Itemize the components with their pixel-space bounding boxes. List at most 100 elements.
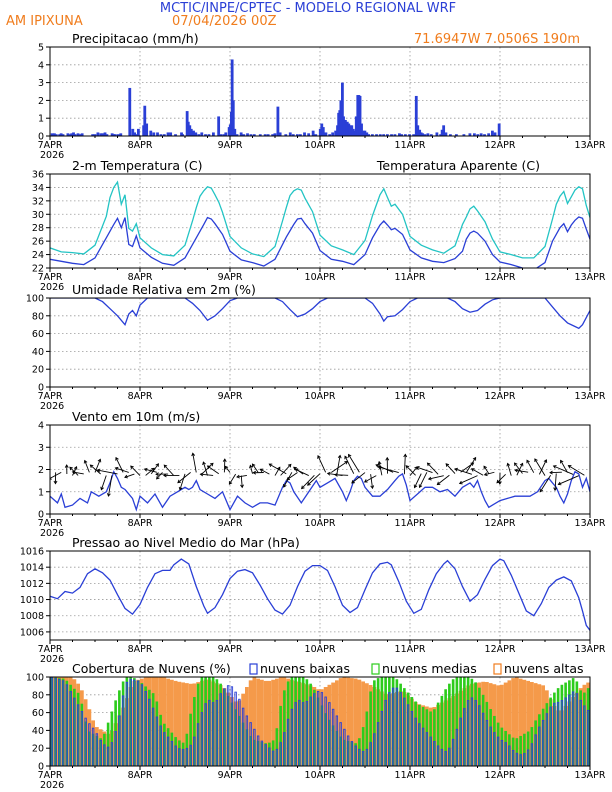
temp-xtick-label: 7APR bbox=[38, 272, 63, 283]
slp-xtick-year: 2026 bbox=[40, 654, 64, 665]
precip-bar bbox=[116, 134, 120, 136]
wind-arrow-shaft bbox=[344, 456, 355, 474]
temp-plot-area bbox=[50, 180, 590, 268]
wind-arrow-shaft bbox=[409, 466, 418, 476]
cloud-low-bar bbox=[219, 693, 222, 766]
cloud-mid-bar bbox=[320, 705, 324, 766]
cloud-low-bar bbox=[260, 740, 264, 766]
cloud-mid-bar bbox=[290, 677, 294, 766]
cloud-legend-label: nuvens medias bbox=[382, 661, 477, 676]
cloud-high-bar bbox=[338, 678, 343, 766]
wind-arrow-head bbox=[427, 476, 432, 481]
slp-xtick-label: 8APR bbox=[128, 644, 153, 655]
temp-xtick-label: 11APR bbox=[395, 272, 426, 283]
wind-arrow-shaft bbox=[124, 473, 135, 478]
precip-xtick-year: 2026 bbox=[40, 150, 64, 161]
precip-bar bbox=[303, 132, 306, 136]
temp-xtick-label: 10APR bbox=[305, 272, 336, 283]
precip-ytick-label: 3 bbox=[38, 78, 44, 89]
wind-arrow-head bbox=[249, 464, 253, 469]
wind-arrow-shaft bbox=[539, 474, 552, 492]
rh-xtick-year: 2026 bbox=[40, 401, 64, 412]
precip-ytick-label: 1 bbox=[38, 114, 44, 125]
clouds-xtick-label: 12APR bbox=[485, 770, 516, 781]
panel-temp: 22 24 26 28 30 32 34 36 7APR 8APR 9APR 10APR 11APR 12… bbox=[32, 158, 606, 293]
wind-arrow-head bbox=[597, 462, 600, 465]
cloud-high-bar bbox=[271, 679, 275, 766]
wind-arrow-head bbox=[163, 464, 168, 469]
cloud-mid-bar bbox=[530, 727, 534, 766]
precip-bar bbox=[311, 130, 315, 136]
cloud-mid-bar bbox=[575, 681, 579, 766]
precip-ytick-label: 5 bbox=[38, 43, 44, 54]
wind-arrow-shaft bbox=[274, 467, 281, 476]
cloud-mid-bar bbox=[204, 677, 207, 766]
precip-bar bbox=[314, 134, 318, 136]
cloud-low-bar bbox=[76, 704, 80, 766]
cloud-low-bar bbox=[399, 692, 402, 766]
precip-bar bbox=[354, 116, 358, 136]
cloud-mid-bar bbox=[110, 711, 114, 766]
wind-arrow-head bbox=[209, 462, 214, 467]
wind-arrow-head bbox=[199, 472, 204, 477]
wind-arrow-head bbox=[106, 493, 111, 497]
precip-bar bbox=[361, 130, 365, 136]
wind-xtick-label: 9APR bbox=[218, 518, 243, 529]
cloud-mid-bar bbox=[564, 682, 567, 766]
cloud-high-bar bbox=[170, 679, 174, 766]
cloud-high-bar bbox=[503, 682, 508, 766]
wind-arrow-head bbox=[100, 486, 104, 491]
precip-bar bbox=[347, 123, 351, 136]
precip-bar bbox=[246, 133, 249, 136]
wind-arrow-head bbox=[276, 466, 281, 471]
cloud-mid-bar bbox=[436, 702, 440, 766]
wind-arrow-shaft bbox=[260, 468, 270, 475]
wind-arrow-shaft bbox=[100, 475, 107, 490]
wind-arrow-shaft bbox=[403, 454, 406, 475]
precip-bar bbox=[77, 134, 81, 136]
precip-bar bbox=[93, 134, 97, 136]
precip-bar bbox=[159, 134, 163, 136]
precip-bar bbox=[435, 132, 439, 136]
precip-bar bbox=[239, 132, 243, 136]
wind-arrow-shaft bbox=[334, 474, 349, 476]
cloud-mid-bar bbox=[208, 677, 211, 766]
precip-bar bbox=[307, 133, 311, 136]
rh-xtick-label: 10APR bbox=[305, 391, 336, 402]
cloud-high-bar bbox=[353, 678, 358, 766]
cloud-low-bar bbox=[541, 719, 545, 766]
wind-arrow-head bbox=[156, 475, 160, 480]
wind-arrow-shaft bbox=[454, 468, 473, 475]
cloud-mid-bar bbox=[196, 683, 200, 766]
precip-bar bbox=[334, 130, 338, 136]
wind-arrow-head bbox=[567, 465, 572, 469]
wind-arrow-shaft bbox=[228, 473, 237, 485]
precip-bar bbox=[429, 134, 433, 136]
precip-bar bbox=[235, 134, 239, 136]
wind-arrow-shaft bbox=[307, 473, 321, 486]
temp-ytick-label: 36 bbox=[32, 170, 44, 181]
precip-bar bbox=[426, 133, 430, 136]
precip-bar bbox=[230, 59, 234, 136]
precip-bar bbox=[320, 123, 324, 136]
clouds-xtick-label: 9APR bbox=[218, 770, 243, 781]
cloud-mid-bar bbox=[61, 678, 65, 766]
precip-bar bbox=[181, 134, 185, 136]
precip-bar bbox=[266, 134, 270, 136]
wind-arrow-head bbox=[385, 456, 390, 461]
precip-bar bbox=[408, 134, 411, 136]
wind-arrow-shaft bbox=[144, 468, 157, 473]
cloud-mid-bar bbox=[118, 690, 121, 766]
cloud-low-bar bbox=[110, 742, 114, 766]
precip-bar bbox=[390, 134, 393, 136]
cloud-high-bar bbox=[275, 678, 279, 766]
cloud-low-bar bbox=[54, 677, 57, 766]
cloud-mid-bar bbox=[268, 742, 271, 766]
rh-series-line bbox=[50, 298, 590, 330]
cloud-high-bar bbox=[331, 682, 335, 766]
rh-ytick-label: 100 bbox=[26, 294, 44, 305]
clouds-xtick-label: 10APR bbox=[305, 770, 336, 781]
cloud-mid-bar bbox=[560, 684, 564, 766]
wind-arrow-head bbox=[206, 465, 211, 469]
cloud-low-bar bbox=[515, 752, 519, 766]
